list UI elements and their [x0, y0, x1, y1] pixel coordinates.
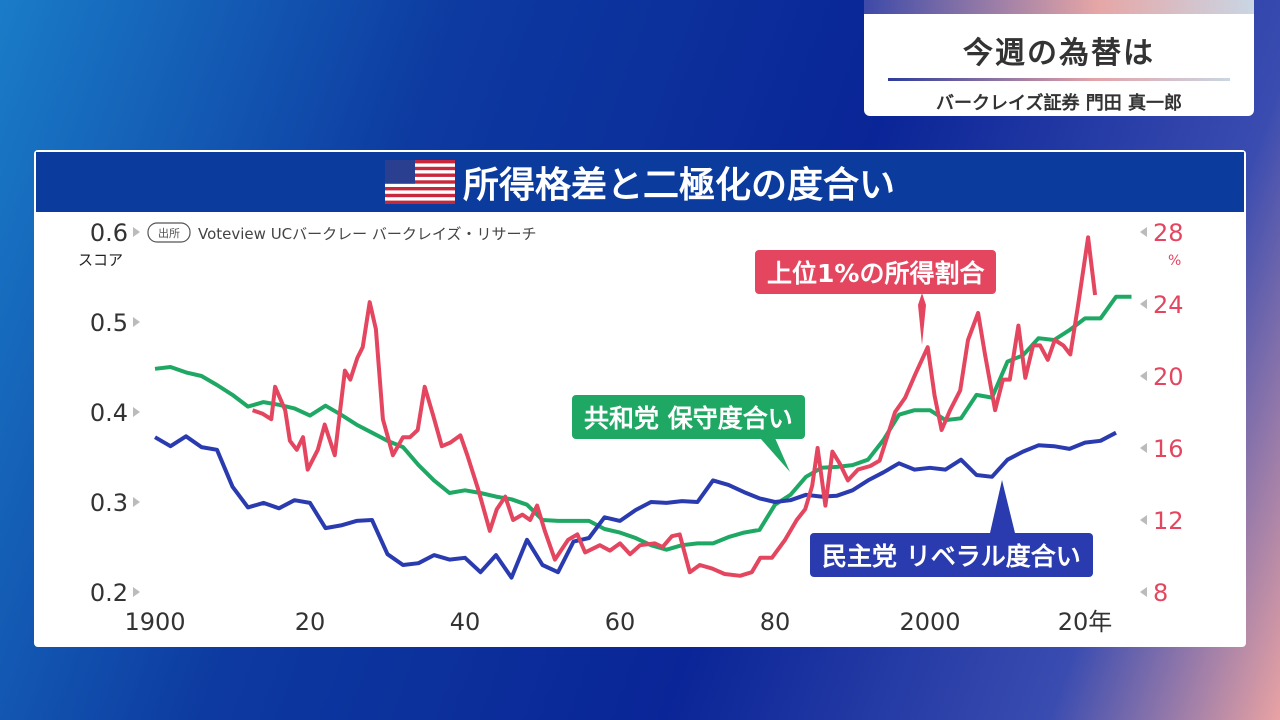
y-tick-arrow-icon — [133, 227, 140, 237]
callout-democrat: 民主党 リベラル度合い — [810, 533, 1093, 577]
y2-tick-label: 20 — [1153, 363, 1184, 391]
y-tick-arrow-icon — [133, 497, 140, 507]
y2-tick-arrow-icon — [1140, 371, 1147, 381]
source-badge — [147, 222, 191, 243]
x-tick-label: 2000 — [899, 608, 960, 636]
y2-axis-label: % — [1168, 253, 1181, 269]
y-tick-arrow-icon — [133, 587, 140, 597]
source-text: Voteview UCバークレー バークレイズ・リサーチ — [198, 225, 536, 243]
chart-title-bar: 所得格差と二極化の度合い — [34, 150, 1246, 214]
x-tick-label: 40 — [450, 608, 481, 636]
y2-tick-arrow-icon — [1140, 299, 1147, 309]
y-tick-label: 0.5 — [90, 309, 128, 337]
y2-tick-arrow-icon — [1140, 515, 1147, 525]
callout-pointer-green — [760, 438, 790, 472]
x-tick-label: 20 — [295, 608, 326, 636]
program-subtitle: バークレイズ証券 門田 真一郎 — [936, 93, 1182, 114]
callout-republican: 共和党 保守度合い — [572, 395, 805, 439]
y2-tick-label: 12 — [1153, 507, 1184, 535]
us-flag-icon — [384, 160, 455, 204]
y2-tick-arrow-icon — [1140, 587, 1147, 597]
program-title: 今週の為替は — [963, 36, 1155, 71]
y2-tick-arrow-icon — [1140, 227, 1147, 237]
x-tick-label: 20年 — [1058, 608, 1113, 636]
y2-tick-label: 8 — [1153, 579, 1168, 607]
y-tick-label: 0.4 — [90, 399, 128, 427]
x-tick-label: 60 — [605, 608, 636, 636]
callout-top1-income: 上位1%の所得割合 — [755, 250, 997, 294]
y-axis-label: スコア — [78, 251, 123, 269]
series-line-republican — [154, 294, 1132, 552]
callout-pointer-red — [918, 293, 926, 345]
x-tick-label: 80 — [760, 608, 791, 636]
y-tick-arrow-icon — [133, 317, 140, 327]
series-line-top1-income — [251, 235, 1098, 578]
y2-tick-label: 16 — [1153, 435, 1184, 463]
program-header: 今週の為替は バークレイズ証券 門田 真一郎 — [864, 0, 1254, 116]
source-badge-label: 出所 — [158, 226, 180, 240]
y-tick-label: 0.3 — [90, 489, 128, 517]
x-tick-label: 1900 — [124, 608, 185, 636]
header-divider — [888, 78, 1230, 81]
callout-pointer-blue — [990, 480, 1015, 533]
header-accent-bar — [864, 0, 1254, 14]
y-tick-label: 0.2 — [90, 579, 128, 607]
y-tick-label: 0.6 — [90, 219, 128, 247]
y2-tick-arrow-icon — [1140, 443, 1147, 453]
chart-title: 所得格差と二極化の度合い — [462, 165, 895, 206]
y-tick-arrow-icon — [133, 407, 140, 417]
y2-tick-label: 24 — [1153, 291, 1184, 319]
y2-tick-label: 28 — [1153, 219, 1184, 247]
